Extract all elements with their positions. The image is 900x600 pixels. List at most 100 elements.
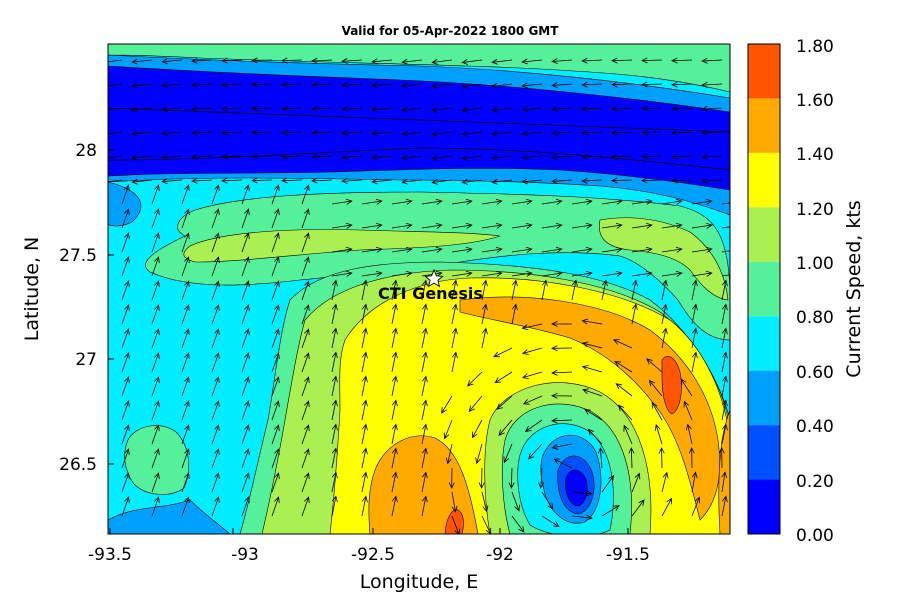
current-vector-arrow xyxy=(281,177,303,184)
current-vector-arrow xyxy=(251,177,273,184)
current-vector-arrow xyxy=(181,304,190,325)
current-vector-arrow xyxy=(721,327,728,349)
current-vector-arrow xyxy=(481,270,503,277)
current-vector-arrow xyxy=(443,419,453,440)
current-vector-arrow xyxy=(341,178,363,184)
current-vector-arrow xyxy=(614,360,633,373)
colorbar-label: Current Speed, kts xyxy=(843,200,865,377)
current-vector-arrow xyxy=(271,184,280,205)
current-vector-arrow xyxy=(481,222,503,229)
current-vector-arrow xyxy=(251,153,273,160)
current-vector-arrow xyxy=(121,304,130,325)
current-vector-arrow xyxy=(361,270,383,277)
current-vector-arrow xyxy=(161,82,183,89)
current-vector-arrow xyxy=(551,178,573,185)
contour-band xyxy=(108,499,231,534)
contour-band xyxy=(108,65,730,191)
current-vector-arrow xyxy=(331,303,338,325)
current-vector-arrow xyxy=(581,177,603,184)
contour-line xyxy=(108,147,730,171)
current-vector-arrow xyxy=(581,81,603,88)
current-vector-arrow xyxy=(211,376,220,397)
current-vector-arrow xyxy=(491,82,513,89)
current-vector-arrow xyxy=(461,82,483,89)
current-vector-arrow xyxy=(271,208,280,229)
current-vector-arrow xyxy=(421,399,428,421)
current-vector-arrow xyxy=(361,375,368,397)
current-vector-arrow xyxy=(281,57,303,64)
current-vector-arrow xyxy=(181,208,190,229)
current-vector-arrow xyxy=(615,383,633,397)
current-vector-arrow xyxy=(391,495,398,517)
current-vector-arrow xyxy=(431,106,453,113)
current-vector-arrow xyxy=(271,472,280,493)
colorbar-tick-label: 0.00 xyxy=(796,526,834,546)
current-vector-arrow xyxy=(281,153,303,160)
current-vector-arrow xyxy=(131,58,153,65)
current-vector-arrow xyxy=(401,106,423,113)
current-vector-arrow xyxy=(661,327,668,349)
current-vector-arrow xyxy=(131,130,153,137)
current-vector-arrow xyxy=(691,222,713,229)
current-vector-arrow xyxy=(301,400,310,421)
current-vector-arrow xyxy=(701,57,723,64)
current-vector-arrow xyxy=(671,177,693,184)
current-vector-arrow xyxy=(503,443,513,464)
colorbar-swatch xyxy=(748,44,780,99)
current-vector-arrow xyxy=(496,395,513,410)
genesis-star-marker xyxy=(424,268,444,288)
current-vector-arrow xyxy=(641,153,663,160)
current-vector-arrow xyxy=(271,256,280,277)
current-vector-arrow xyxy=(121,232,130,253)
current-vector-arrow xyxy=(611,81,633,88)
current-vector-arrow xyxy=(151,352,160,373)
current-vector-arrow xyxy=(331,279,338,301)
current-vector-arrow xyxy=(108,131,123,135)
current-vector-arrow xyxy=(271,352,280,373)
contour-band xyxy=(124,425,189,495)
colorbar-tick-label: 1.40 xyxy=(796,145,834,165)
current-vector-arrow xyxy=(421,495,428,517)
colorbar-tick-label: 0.80 xyxy=(796,308,834,328)
current-vector-arrow xyxy=(511,270,533,277)
current-vector-arrow xyxy=(241,184,250,205)
current-vector-arrow xyxy=(623,424,633,445)
current-vector-arrow xyxy=(161,154,183,161)
current-vector-arrow xyxy=(361,495,368,517)
current-vector-arrow xyxy=(331,447,338,469)
current-vector-arrow xyxy=(701,81,723,88)
current-vector-arrow xyxy=(271,376,280,397)
current-vector-arrow xyxy=(121,184,130,205)
current-vector-arrow xyxy=(491,130,513,137)
current-vector-arrow xyxy=(151,376,160,397)
current-vector-arrow xyxy=(241,448,250,469)
current-vector-arrow xyxy=(271,424,280,445)
current-vector-arrow xyxy=(391,471,398,493)
current-vector-arrow xyxy=(493,347,513,358)
current-vector-arrow xyxy=(551,154,573,161)
current-vector-arrow xyxy=(161,130,183,137)
colorbar-swatch xyxy=(748,425,780,480)
current-vector-arrow xyxy=(271,400,280,421)
current-vector-arrow xyxy=(521,106,543,113)
current-vector-arrow xyxy=(491,178,513,185)
current-vector-arrow xyxy=(331,222,353,229)
current-vector-arrow xyxy=(631,246,653,253)
current-vector-arrow xyxy=(131,154,153,161)
current-vector-arrow xyxy=(551,130,573,137)
vector-field xyxy=(108,57,730,534)
current-vector-arrow xyxy=(211,256,220,277)
current-vector-arrow xyxy=(311,153,333,160)
current-vector-arrow xyxy=(721,226,730,229)
current-vector-arrow xyxy=(631,303,638,325)
colorbar-swatch xyxy=(748,316,780,371)
current-vector-arrow xyxy=(241,400,250,421)
current-vector-arrow xyxy=(181,376,190,397)
current-vector-arrow xyxy=(181,448,190,469)
colorbar-tick-label: 0.60 xyxy=(796,363,834,383)
current-vector-arrow xyxy=(301,448,310,469)
colorbar-tick-label: 0.20 xyxy=(796,472,834,492)
current-vector-arrow xyxy=(671,81,693,88)
current-vector-arrow xyxy=(611,177,633,184)
current-vector-arrow xyxy=(241,376,250,397)
